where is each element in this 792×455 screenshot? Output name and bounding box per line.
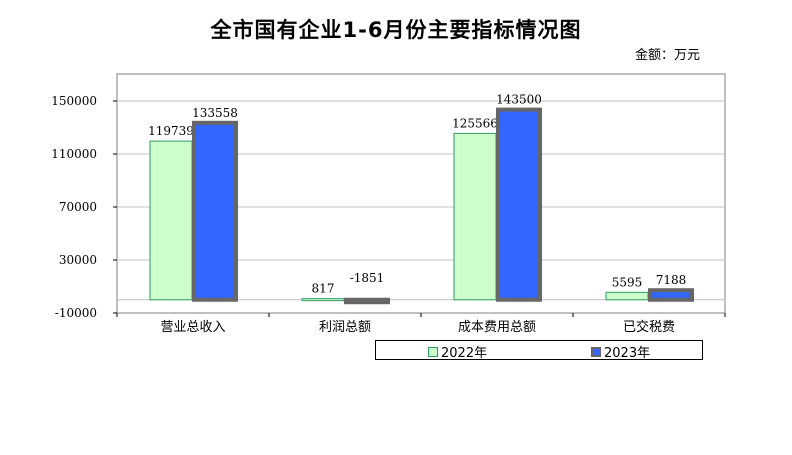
data-label: 125566 <box>452 116 498 130</box>
legend-item-2022: 2022年 <box>428 342 487 361</box>
bar-2022 <box>301 298 345 302</box>
bar-2023 <box>344 297 390 305</box>
unit-label: 金额：万元 <box>634 48 700 63</box>
y-tick-label: 150000 <box>51 94 97 108</box>
category-label: 已交税费 <box>623 319 675 335</box>
y-tick-label: 70000 <box>59 200 97 214</box>
bar-2022 <box>605 291 649 301</box>
bar-2023 <box>192 120 238 302</box>
bar-2022 <box>453 132 497 301</box>
category-label: 营业总收入 <box>160 320 225 335</box>
legend: 2022年 2023年 <box>375 340 703 361</box>
bar-2022 <box>149 140 193 301</box>
data-label: 133558 <box>192 106 238 120</box>
legend-label-2022: 2022年 <box>441 346 488 361</box>
data-label: 5595 <box>612 275 643 289</box>
legend-label-2023: 2023年 <box>604 346 651 361</box>
category-label: 成本费用总额 <box>458 320 536 335</box>
data-label: 119739 <box>148 124 194 138</box>
legend-swatch-2023 <box>591 346 601 357</box>
y-tick-label: -10000 <box>55 306 97 320</box>
legend-swatch-2022 <box>428 346 438 357</box>
data-label: 817 <box>312 282 335 296</box>
chart-title: 全市国有企业1-6月份主要指标情况图 <box>210 18 582 42</box>
bar-2023 <box>496 107 542 302</box>
data-label: 143500 <box>496 93 542 107</box>
legend-item-2023: 2023年 <box>591 342 650 361</box>
y-tick-label: 110000 <box>51 147 97 161</box>
data-label: -1851 <box>350 271 385 285</box>
data-label: 7188 <box>656 273 687 287</box>
bar-2023 <box>648 288 694 302</box>
category-label: 利润总额 <box>319 320 371 335</box>
y-tick-label: 30000 <box>59 253 97 267</box>
